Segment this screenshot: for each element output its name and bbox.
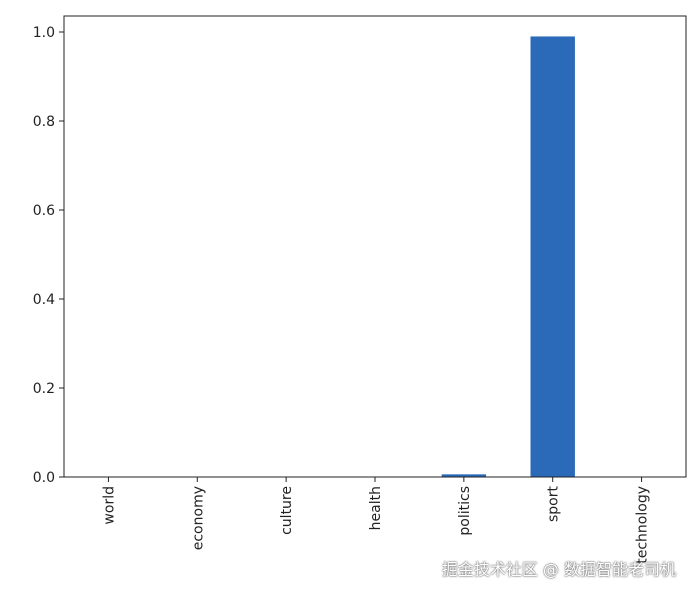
- plot-frame: [63, 15, 687, 478]
- y-tick-label: 1.0: [33, 25, 55, 41]
- x-tick-label: sport: [546, 485, 562, 522]
- x-tick-label: economy: [190, 486, 206, 550]
- x-tick-label: culture: [279, 486, 295, 535]
- bar-politics: [441, 474, 487, 477]
- x-tick-label: technology: [635, 486, 651, 564]
- watermark: 掘金技术社区 @ 数据智能老司机: [441, 560, 676, 579]
- x-tick-label: world: [101, 486, 117, 525]
- x-tick-label: health: [368, 486, 384, 530]
- bar-sport: [530, 36, 575, 477]
- x-tick-label: politics: [457, 486, 473, 536]
- y-tick-label: 0.4: [33, 292, 55, 308]
- y-tick-label: 0.8: [33, 114, 55, 130]
- y-tick-label: 0.6: [33, 203, 55, 219]
- y-tick-label: 0.2: [33, 381, 55, 397]
- y-tick-label: 0.0: [33, 470, 55, 486]
